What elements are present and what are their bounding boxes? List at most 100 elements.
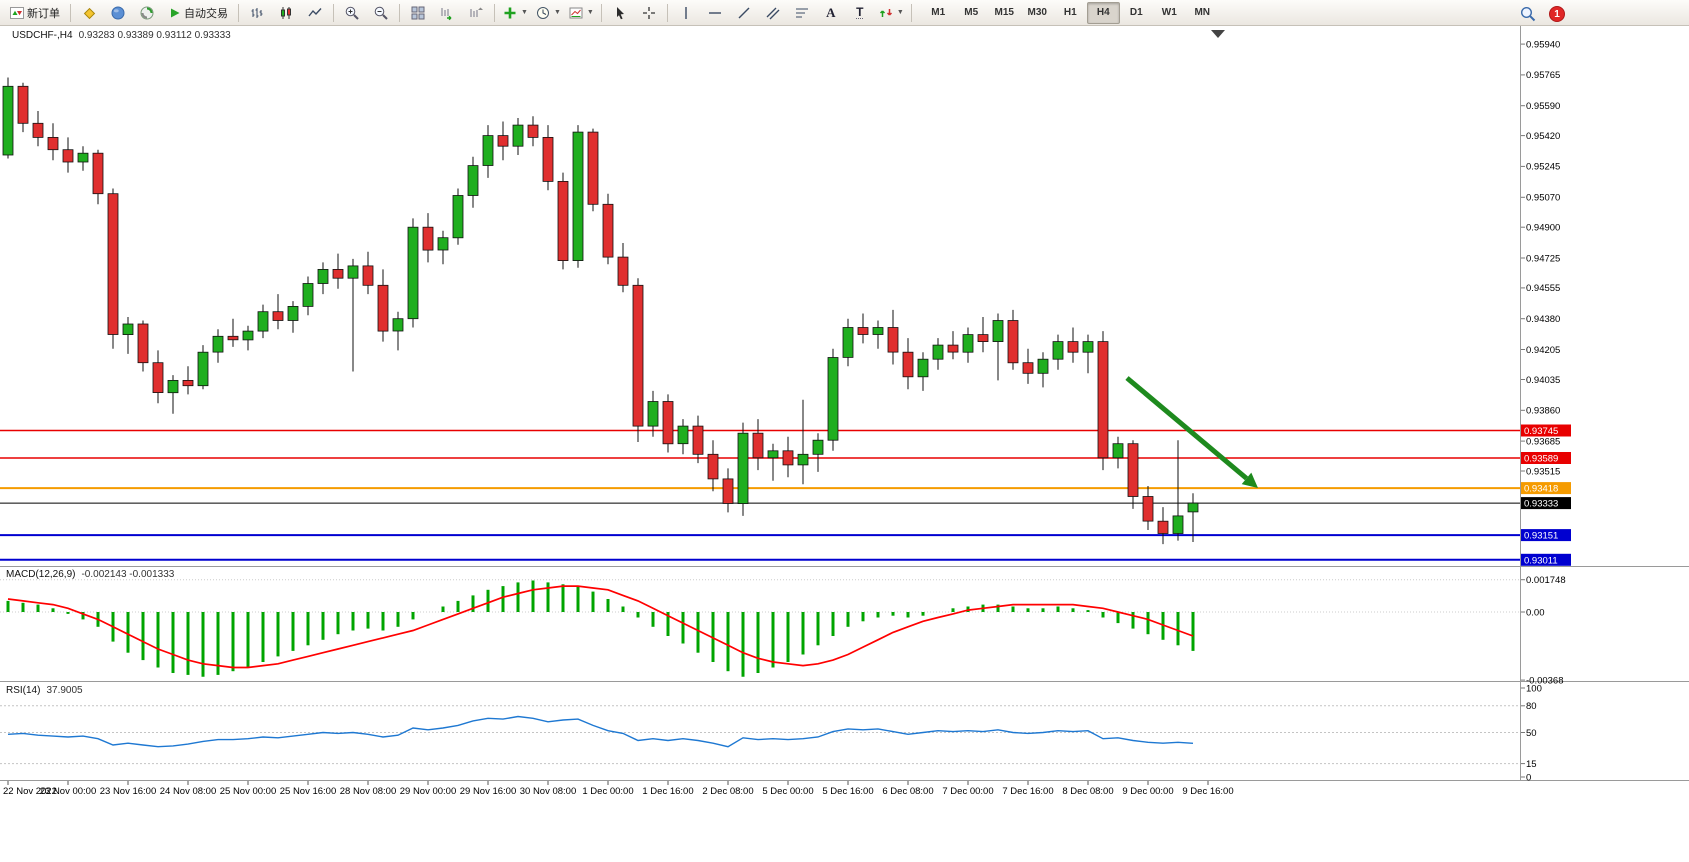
timeframe-button-h4[interactable]: H4 <box>1086 1 1120 24</box>
new-order-button[interactable]: 新订单 <box>3 1 66 25</box>
rsi-axis[interactable]: 100 80 50 15 0 <box>1521 683 1542 783</box>
price-axis[interactable]: 0.95940 0.95765 0.95590 0.95420 0.95245 0.950… <box>1521 39 1571 566</box>
macd-axis[interactable]: 0.001748 0.00 -0.00368 <box>1521 575 1566 686</box>
timeframe-button-w1[interactable]: W1 <box>1161 7 1177 18</box>
cursor-icon <box>612 5 628 21</box>
horizontal-line-button[interactable] <box>701 1 729 25</box>
arrows-icon <box>878 5 894 21</box>
trend-arrow[interactable] <box>1125 376 1258 488</box>
candle <box>227 335 239 341</box>
chart-window[interactable]: 0.95940 0.95765 0.95590 0.95420 0.95245 0.950… <box>0 26 1689 862</box>
candle <box>17 85 29 124</box>
candle <box>797 453 809 466</box>
bar-chart-button[interactable] <box>243 1 271 25</box>
time-tick-label: 25 Nov 00:00 <box>220 786 277 797</box>
notification-badge[interactable]: 1 <box>1549 6 1565 22</box>
candle <box>437 237 449 251</box>
time-tick-label: 23 Nov 00:00 <box>40 786 97 797</box>
candle <box>947 344 959 353</box>
candle <box>1022 362 1034 374</box>
candle <box>407 226 419 320</box>
candle <box>302 283 314 307</box>
time-tick-label: 5 Dec 00:00 <box>762 786 813 797</box>
timeframe-button-d1[interactable]: D1 <box>1129 7 1143 18</box>
fibonacci-icon <box>794 5 810 21</box>
chevron-down-icon: ▼ <box>521 9 528 16</box>
candle <box>662 401 674 445</box>
time-tick-label: 9 Dec 00:00 <box>1122 786 1173 797</box>
shapes-button[interactable]: ▼ <box>875 1 907 25</box>
templates-button[interactable]: ▼ <box>565 1 597 25</box>
candle <box>62 149 74 163</box>
time-tick-label: 25 Nov 16:00 <box>280 786 337 797</box>
rsi-line <box>7 715 1194 748</box>
rsi-tick-label: 100 <box>1526 683 1542 694</box>
bar-chart-icon <box>249 5 265 21</box>
candle <box>1157 520 1169 534</box>
tile-windows-button[interactable] <box>404 1 432 25</box>
search-button[interactable] <box>1514 2 1542 26</box>
navigator-button[interactable] <box>104 1 132 25</box>
timeframe-button-m15[interactable]: M15 <box>994 7 1014 18</box>
candle <box>92 152 104 195</box>
chart-canvas[interactable]: 0.95940 0.95765 0.95590 0.95420 0.95245 0.950… <box>0 26 1689 862</box>
fibonacci-button[interactable] <box>788 1 816 25</box>
level-price-badge: 0.93418 <box>1521 482 1571 495</box>
price-tick-label: 0.94725 <box>1526 253 1560 264</box>
rsi-name: RSI(14) <box>6 685 41 696</box>
candle <box>392 318 404 332</box>
time-tick-label: 28 Nov 08:00 <box>340 786 397 797</box>
price-tick-label: 0.95420 <box>1526 131 1560 142</box>
candle <box>197 351 209 387</box>
chart-shift-button[interactable] <box>462 1 490 25</box>
autoscroll-button[interactable] <box>433 1 461 25</box>
svg-text:0.93333: 0.93333 <box>1524 499 1558 510</box>
clock-icon <box>535 5 551 21</box>
candle <box>632 284 644 427</box>
label-button[interactable]: T <box>846 1 874 25</box>
chart-title: USDCHF-,H4 0.93283 0.93389 0.93112 0.9333… <box>12 30 231 41</box>
candle <box>122 323 134 336</box>
cursor-button[interactable] <box>606 1 634 25</box>
rsi-current-value: 37.9005 <box>46 685 83 696</box>
timeframe-button-m30[interactable]: M30 <box>1027 7 1047 18</box>
timeframe-button-mn[interactable]: MN <box>1194 7 1211 18</box>
metaeditor-button[interactable] <box>75 1 103 25</box>
candle <box>32 122 44 138</box>
timeframe-group: M1 M5 M15 M30 H1 H4 D1 W1 MN <box>922 1 1219 24</box>
chevron-down-icon: ▼ <box>553 9 561 16</box>
candle <box>647 401 659 427</box>
add-indicator-icon <box>502 5 518 21</box>
time-tick-label: 29 Nov 16:00 <box>460 786 517 797</box>
timeframe-button-m5[interactable]: M5 <box>964 7 979 18</box>
autotrading-button[interactable]: 自动交易 <box>162 1 234 25</box>
chart-shift-marker[interactable] <box>1211 30 1225 38</box>
new-order-icon <box>9 5 25 21</box>
price-tick-label: 0.95940 <box>1526 39 1560 50</box>
text-button[interactable]: A <box>817 1 845 25</box>
indicators-button[interactable]: ▼ <box>499 1 531 25</box>
candle <box>272 311 284 321</box>
candlestick-chart-button[interactable] <box>272 1 300 25</box>
timeframe-button-h1[interactable]: H1 <box>1063 7 1077 18</box>
candle <box>422 226 434 251</box>
candle <box>2 85 14 156</box>
timeframe-button-m1[interactable]: M1 <box>931 7 946 18</box>
candle <box>1142 496 1154 522</box>
periods-button[interactable]: ▼ <box>532 1 564 25</box>
strategy-tester-button[interactable] <box>133 1 161 25</box>
crosshair-button[interactable] <box>635 1 663 25</box>
channel-button[interactable] <box>759 1 787 25</box>
toolbar-right-tools: 1 <box>1514 2 1565 26</box>
vertical-line-button[interactable] <box>672 1 700 25</box>
line-chart-button[interactable] <box>301 1 329 25</box>
zoom-in-button[interactable] <box>338 1 366 25</box>
toolbar-separator <box>238 3 239 22</box>
macd-tick-label: 0.00 <box>1526 607 1545 618</box>
zoom-out-button[interactable] <box>367 1 395 25</box>
candle <box>617 256 629 286</box>
candle <box>977 334 989 343</box>
trendline-button[interactable] <box>730 1 758 25</box>
time-tick-label: 22 Nov 2022 <box>3 786 57 797</box>
